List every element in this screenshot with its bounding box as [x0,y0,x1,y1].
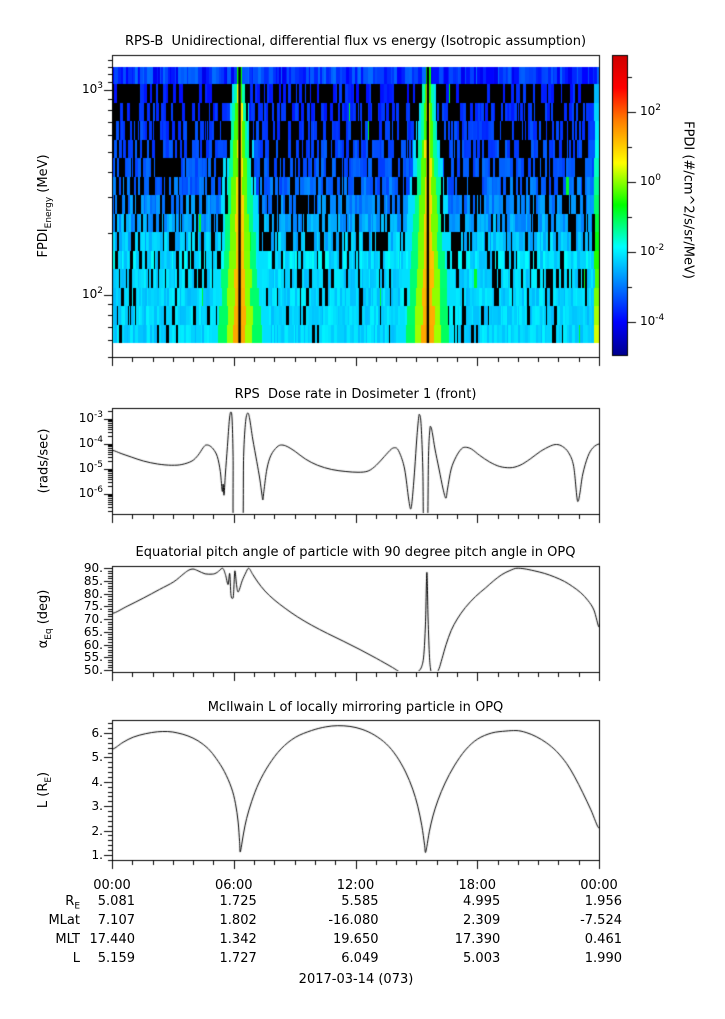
pitch-angle-y-tick-label: 65. [83,624,103,639]
ephemeris-value: 17.390 [454,932,501,947]
x-axis-time-label: 12:00 [336,878,375,893]
pitch-angle-y-tick-label: 55. [83,650,103,665]
ephemeris-value: 1.725 [219,894,257,909]
ephemeris-row-label: MLT [55,932,80,947]
spectrogram-title: RPS-B Unidirectional, differential flux … [124,34,587,49]
mcilwain-l-y-tick-label: 6. [91,726,103,740]
colorbar-tick-label: 10-4 [640,313,665,328]
ephemeris-value: 1.990 [584,951,622,966]
colorbar-label: FPDI (#/cm^2/s/sr/MeV) [680,121,696,279]
pitch-angle-y-tick-label: 85. [83,573,103,588]
ephemeris-value: 1.956 [584,894,622,909]
colorbar-tick-label: 100 [640,173,662,188]
pitch-angle-y-tick-label: 60. [83,637,103,652]
ephemeris-value: 19.650 [333,932,379,947]
mcilwain-l-y-axis-label: L (RE) [36,771,54,809]
colorbar-tick-label: 102 [640,103,662,118]
ephemeris-value: 1.342 [219,932,257,947]
dose-rate-y-tick-label: 10-4 [78,435,103,450]
colorbar-tick-label: 10-2 [640,243,665,258]
spectrogram-y-tick-label: 102 [81,286,103,301]
mcilwain-l-y-tick-label: 4. [91,774,103,789]
pitch-angle-y-tick-label: 75. [83,599,103,614]
spectrogram-y-tick-label: 103 [81,81,103,96]
ephemeris-value: 1.727 [219,951,257,966]
ephemeris-value: 5.081 [97,894,135,909]
ephemeris-value: -16.080 [328,913,379,928]
ephemeris-value: 6.049 [341,951,379,966]
ephemeris-value: 0.461 [584,932,622,947]
mcilwain-l-y-tick-label: 1. [91,848,103,862]
dose-rate-y-tick-label: 10-3 [78,410,103,425]
pitch-angle-y-tick-label: 70. [83,612,103,626]
ephemeris-value: 4.995 [463,894,501,909]
ephemeris-value: -7.524 [580,913,622,928]
ephemeris-value: 7.107 [97,913,135,928]
pitch-angle-title: Equatorial pitch angle of particle with … [135,545,576,560]
spectrogram-y-axis-label: FPDIEnergy (MeV) [36,154,54,258]
pitch-angle-y-tick-label: 90. [83,561,103,575]
date-label: 2017-03-14 (073) [298,972,414,987]
mcilwain-l-title: McIlwain L of locally mirroring particle… [207,700,504,715]
dose-rate-title: RPS Dose rate in Dosimeter 1 (front) [234,387,477,402]
mcilwain-l-y-tick-label: 2. [91,823,103,838]
ephemeris-value: 5.003 [463,951,501,966]
mcilwain-l-y-tick-label: 5. [91,750,103,765]
x-axis-time-label: 06:00 [215,878,253,893]
pitch-angle-y-tick-label: 80. [83,586,103,601]
ephemeris-row-label: RE [65,894,80,912]
x-axis-time-label: 18:00 [458,878,496,893]
x-axis-time-label: 00:00 [93,878,131,893]
dose-rate-y-tick-label: 10-5 [78,460,103,475]
ephemeris-row-label: MLat [48,913,80,928]
pitch-angle-y-tick-label: 50. [83,663,103,677]
ephemeris-value: 5.585 [341,894,379,909]
dose-rate-y-axis-label: (rads/sec) [36,428,52,494]
dose-rate-y-tick-label: 10-6 [78,485,103,500]
x-axis-time-label: 00:00 [580,878,618,893]
ephemeris-value: 1.802 [219,913,257,928]
mcilwain-l-y-tick-label: 3. [91,799,103,814]
ephemeris-value: 5.159 [97,951,135,966]
ephemeris-value: 17.440 [89,932,136,947]
pitch-angle-y-axis-label: αEq (deg) [36,589,54,649]
ephemeris-value: 2.309 [463,913,501,928]
ephemeris-row-label: L [72,951,80,966]
